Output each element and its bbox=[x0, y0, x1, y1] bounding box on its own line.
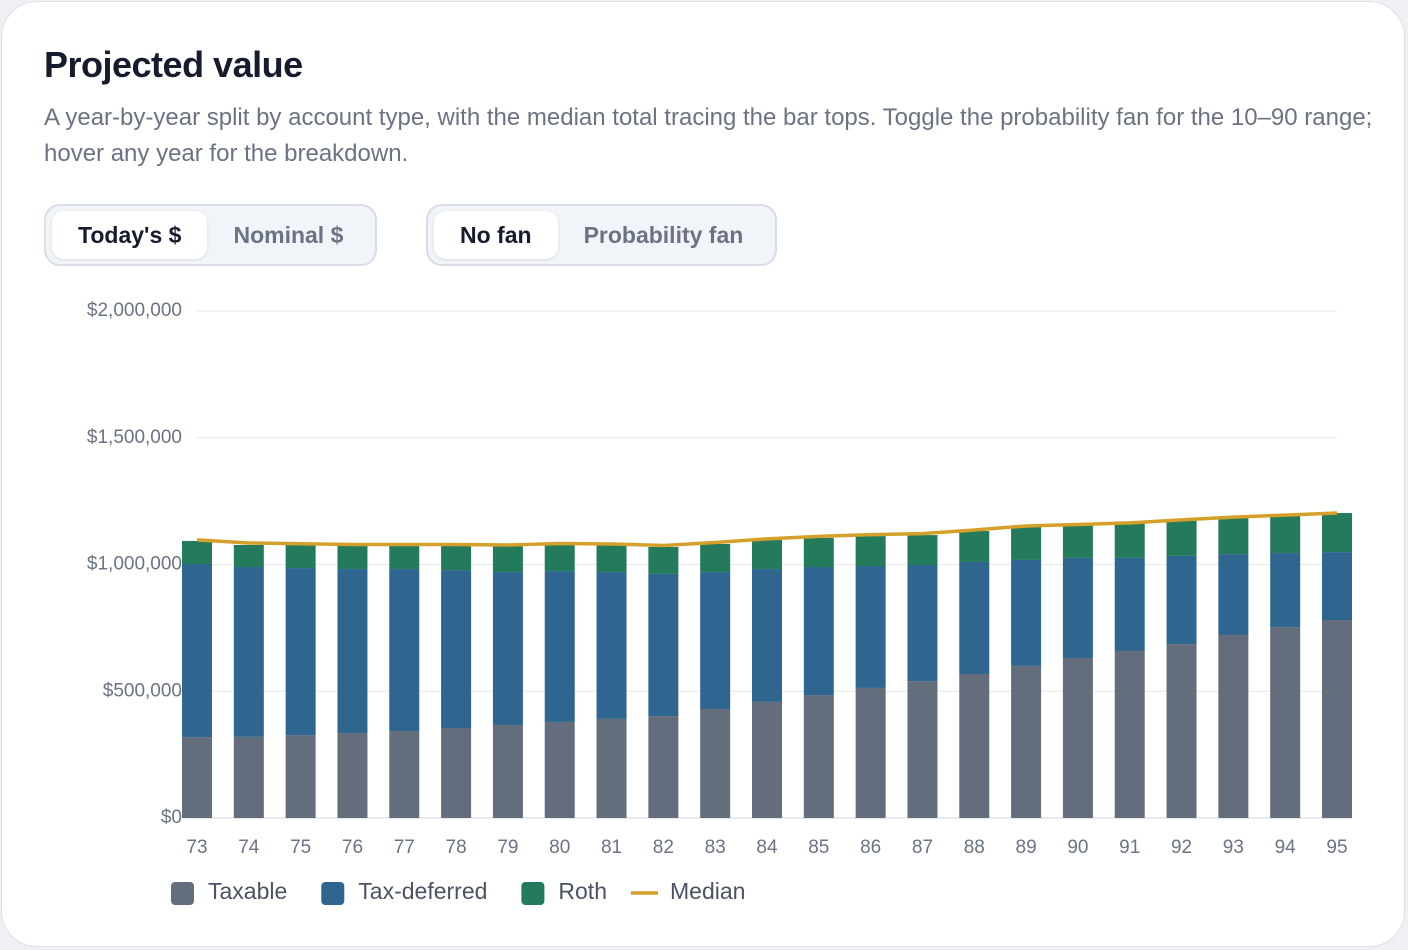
fan-toggle: No fan Probability fan bbox=[426, 204, 778, 266]
toggle-option[interactable]: Nominal $ bbox=[207, 211, 369, 259]
toggle-option[interactable]: Probability fan bbox=[558, 211, 770, 259]
description: A year-by-year split by account type, wi… bbox=[44, 104, 1373, 167]
toggle-option[interactable]: Today's $ bbox=[52, 211, 208, 259]
title: Projected value bbox=[44, 44, 303, 85]
units-toggle: Today's $ Nominal $ bbox=[44, 204, 378, 266]
toggle-option[interactable]: No fan bbox=[434, 211, 558, 259]
